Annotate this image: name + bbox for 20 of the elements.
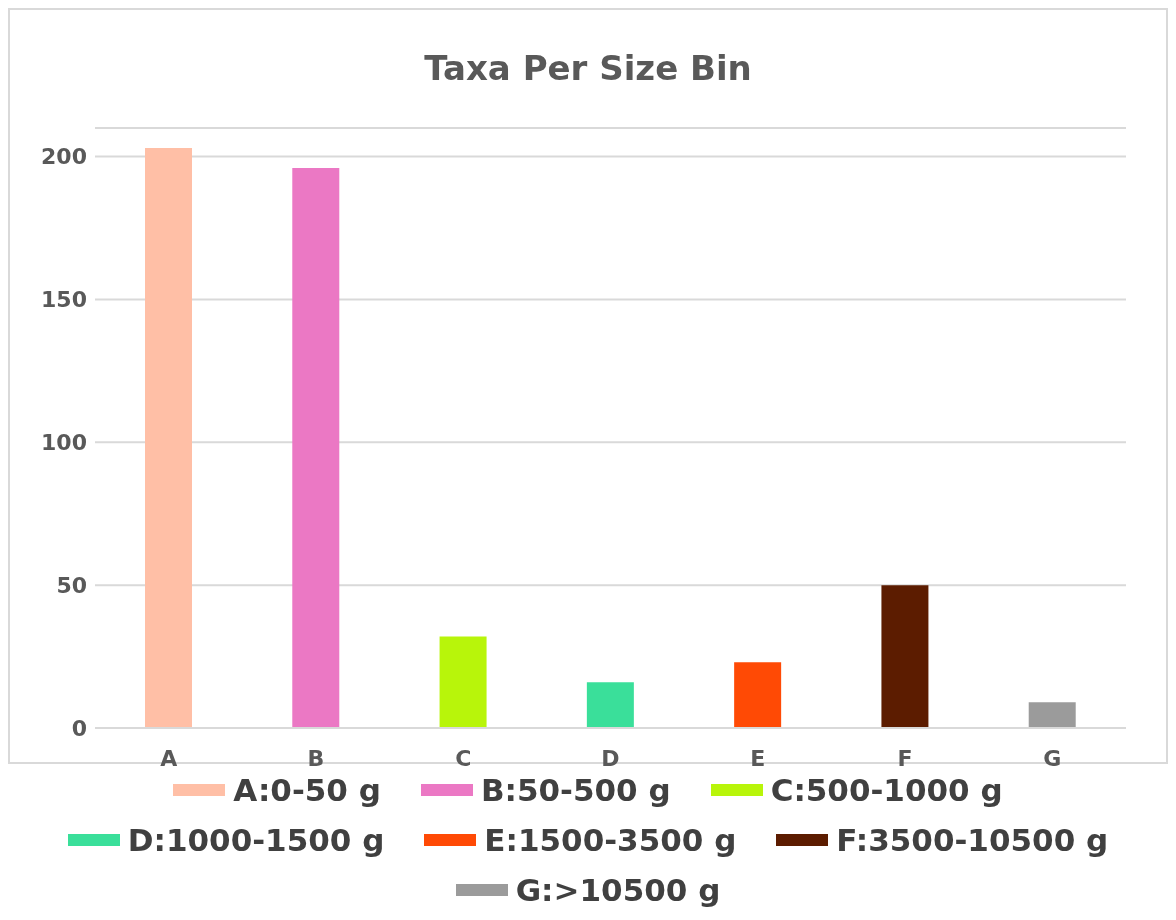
- y-tick-label: 0: [71, 715, 87, 741]
- y-tick-label: 200: [41, 144, 87, 170]
- y-tick-label: 150: [41, 287, 87, 313]
- legend-label: B:50-500 g: [480, 772, 671, 808]
- legend-label: D:1000-1500 g: [127, 822, 385, 858]
- x-tick-label: F: [897, 745, 913, 771]
- x-tick-label: C: [455, 745, 472, 771]
- legend-label: E:1500-3500 g: [484, 822, 737, 858]
- legend-label: C:500-1000 g: [770, 772, 1003, 808]
- legend-label: F:3500-10500 g: [836, 822, 1109, 858]
- x-tick-label: E: [750, 745, 766, 771]
- x-tick-label: D: [601, 745, 620, 771]
- legend-label: G:>10500 g: [515, 872, 721, 908]
- chart-title: Taxa Per Size Bin: [423, 48, 753, 90]
- legend-label: A:0-50 g: [233, 772, 381, 808]
- x-tick-label: G: [1043, 745, 1062, 771]
- y-tick-label: 50: [56, 572, 87, 598]
- x-tick-label: B: [307, 745, 325, 771]
- x-tick-label: A: [160, 745, 178, 771]
- y-tick-label: 100: [41, 430, 87, 456]
